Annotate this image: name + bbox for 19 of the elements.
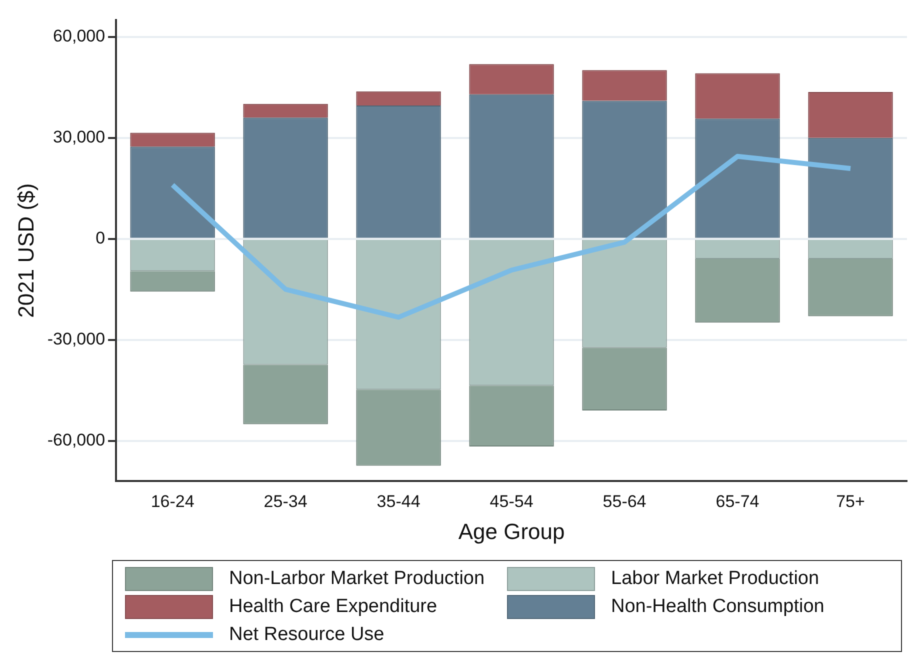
legend-label: Health Care Expenditure xyxy=(229,596,438,618)
y-tick-label: 60,000 xyxy=(53,26,106,46)
y-tick-label: -60,000 xyxy=(47,430,106,450)
y-tick-label: 30,000 xyxy=(53,128,106,147)
x-tick-label: 16-24 xyxy=(150,492,194,512)
x-tick-label: 25-34 xyxy=(264,492,308,512)
x-tick-label: 75+ xyxy=(836,492,865,512)
x-tick-label: 55-64 xyxy=(602,492,646,512)
y-axis-title: 2021 USD ($) xyxy=(13,183,38,318)
x-tick-label: 65-74 xyxy=(716,492,760,512)
legend-label: Non-Health Consumption xyxy=(611,596,824,618)
x-tick-label: 35-44 xyxy=(376,492,420,512)
y-tick-label: 0 xyxy=(96,228,106,248)
legend-label: Net Resource Use xyxy=(229,624,384,646)
x-tick-label: 45-54 xyxy=(490,492,534,512)
legend-label: Non-Larbor Market Production xyxy=(229,568,485,590)
y-tick-label: -30,000 xyxy=(47,330,106,348)
x-axis-title: Age Group xyxy=(458,518,565,544)
legend-label: Labor Market Production xyxy=(611,568,820,590)
